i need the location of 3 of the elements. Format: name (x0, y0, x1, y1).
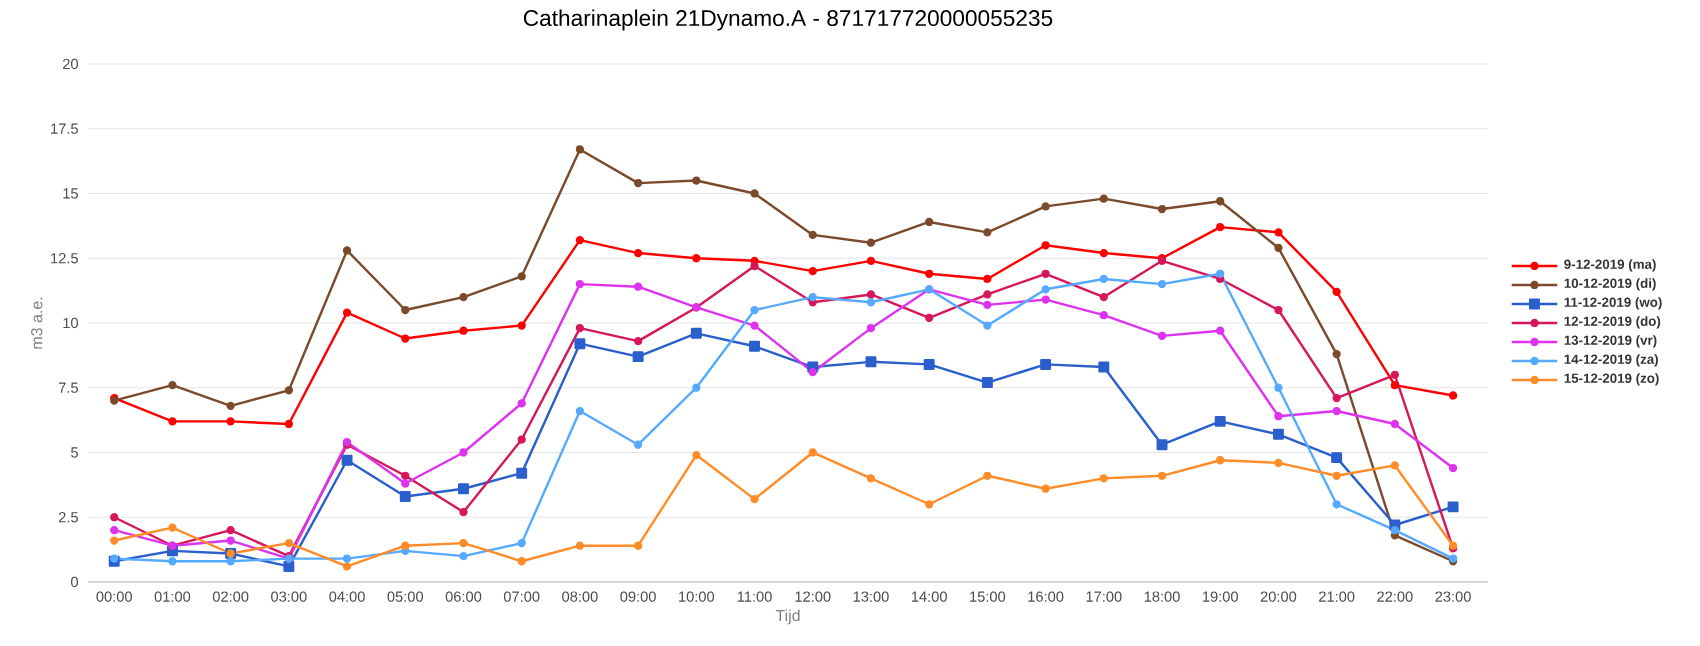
x-axis-title: Tijd (775, 609, 800, 625)
y-axis-title: m3 a.e. (31, 297, 43, 349)
chart-title: Catharinaplein 21Dynamo.A - 871717720000055235 (523, 9, 1053, 31)
